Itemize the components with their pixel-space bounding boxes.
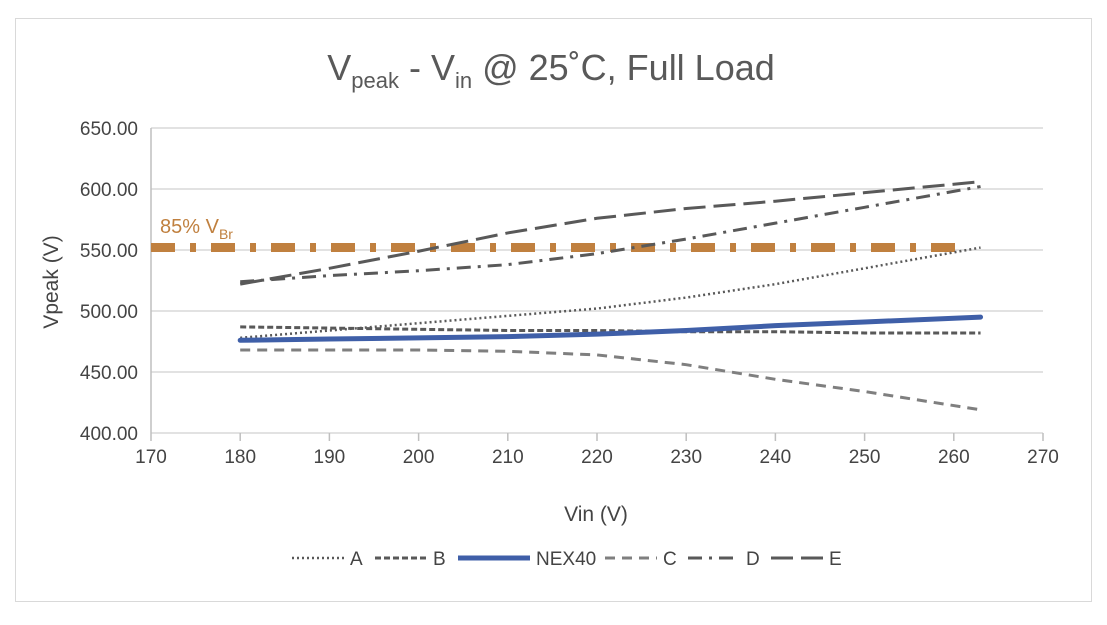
ref-label-main: 85% V [160,216,220,238]
chart-frame [15,18,1092,602]
x-tick-label: 250 [849,447,881,468]
x-tick-label: 180 [224,447,256,468]
legend-label-a: A [350,549,363,570]
title-rest: @ 25˚C, Full Load [472,47,775,88]
legend-label-c: C [663,549,677,570]
y-axis-label: Vpeak (V) [40,235,63,328]
title-sub-peak: peak [351,68,400,93]
y-tick-label: 450.00 [80,363,138,384]
series-line-e [239,180,981,286]
legend-label-b: B [433,549,446,570]
legend-label-e: E [829,549,842,570]
x-tick-label: 240 [760,447,792,468]
x-tick-label: 270 [1027,447,1059,468]
legend: A B NEX40 C D E [292,549,842,570]
x-tick-label: 190 [314,447,346,468]
chart-title: Vpeak - Vin @ 25˚C, Full Load [327,47,775,93]
series-line-nex40 [237,314,984,343]
legend-label-nex40: NEX40 [536,549,596,570]
ref-line-label: 85% VBr [160,216,233,242]
x-tick-label: 170 [135,447,167,468]
title-v: V [327,47,351,88]
y-tick-label: 650.00 [80,119,138,140]
y-tick-label: 550.00 [80,241,138,262]
y-tick-label: 500.00 [80,302,138,323]
x-tick-label: 220 [581,447,613,468]
y-tick-label: 600.00 [80,180,138,201]
title-mid: - V [399,47,455,88]
x-tick-label: 230 [670,447,702,468]
series-line-d [240,185,981,284]
x-axis-label: Vin (V) [564,503,628,526]
series-line-b [240,325,981,335]
title-sub-in: in [455,68,472,93]
y-tick-label: 400.00 [80,424,138,445]
series-line-c [240,348,981,412]
legend-label-d: D [746,549,760,570]
x-tick-label: 210 [492,447,524,468]
series-line-a [240,246,981,340]
ref-label-sub: Br [219,226,233,242]
x-tick-label: 260 [938,447,970,468]
x-tick-label: 200 [403,447,435,468]
